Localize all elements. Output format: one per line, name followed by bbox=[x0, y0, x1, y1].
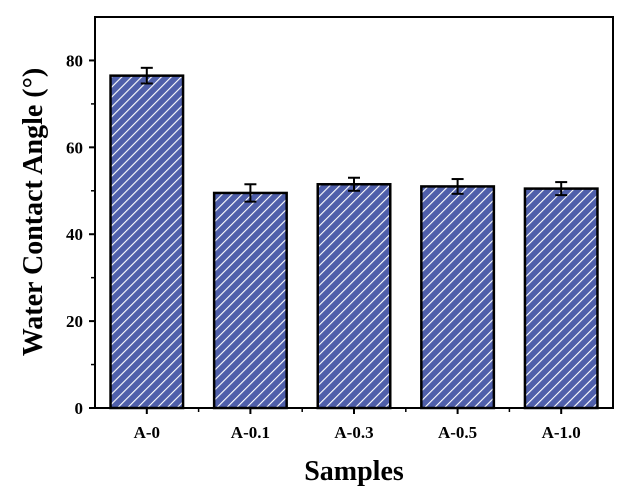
x-tick-label-A-0.5: A-0.5 bbox=[438, 423, 477, 442]
error-bar-A-0 bbox=[140, 66, 153, 85]
bar-A-0 bbox=[109, 74, 185, 410]
x-axis-ticks: A-0 A-0.1 A-0.3 A-0.5 A-1.0 bbox=[134, 408, 581, 442]
y-axis-ticks: 0 20 40 60 80 bbox=[66, 51, 95, 418]
y-tick-label-80: 80 bbox=[66, 51, 83, 70]
error-bars-layer bbox=[140, 66, 568, 203]
bar-A-0.1 bbox=[212, 191, 288, 410]
x-tick-label-A-0.3: A-0.3 bbox=[334, 423, 373, 442]
bar-A-0.3 bbox=[316, 183, 392, 410]
error-bar-A-0.3 bbox=[348, 176, 360, 192]
y-axis-title: Water Contact Angle (°) bbox=[18, 68, 49, 356]
y-tick-label-20: 20 bbox=[66, 312, 83, 331]
error-bar-A-1.0 bbox=[555, 181, 568, 197]
y-tick-label-60: 60 bbox=[66, 138, 83, 157]
x-tick-label-A-1.0: A-1.0 bbox=[542, 423, 581, 442]
bar-A-1.0 bbox=[523, 187, 599, 410]
x-tick-label-A-0: A-0 bbox=[134, 423, 160, 442]
error-bar-A-0.5 bbox=[451, 178, 464, 195]
y-tick-label-0: 0 bbox=[75, 399, 84, 418]
bars-layer bbox=[109, 74, 599, 410]
x-tick-label-A-0.1: A-0.1 bbox=[231, 423, 270, 442]
error-bar-A-0.1 bbox=[244, 183, 257, 203]
x-axis-title: Samples bbox=[304, 456, 404, 487]
y-tick-label-40: 40 bbox=[66, 225, 83, 244]
bar-A-0.5 bbox=[420, 185, 496, 410]
